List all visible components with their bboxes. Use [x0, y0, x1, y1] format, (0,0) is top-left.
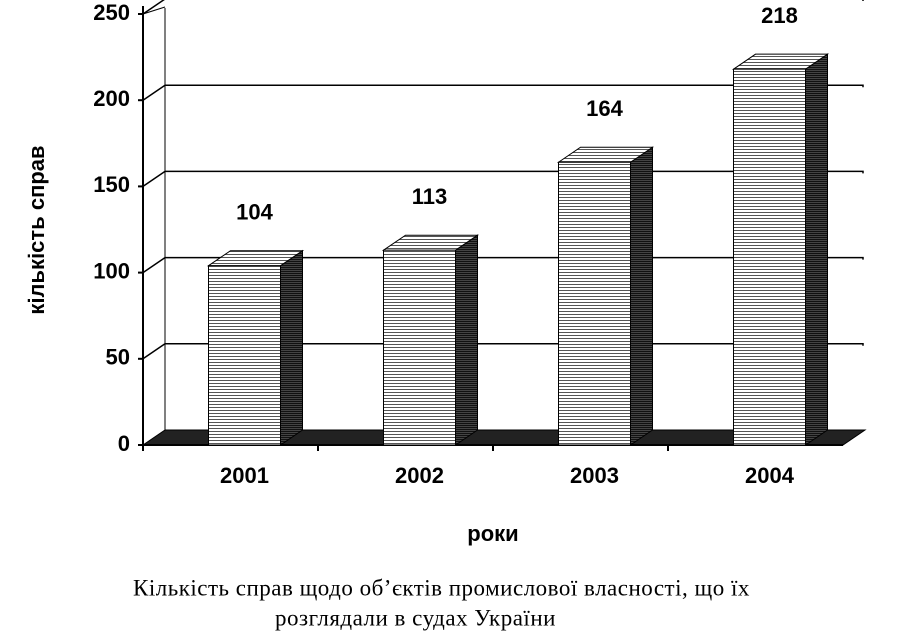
- bar-side: [455, 234, 478, 446]
- bar-side: [280, 249, 303, 446]
- bar-side: [630, 146, 653, 446]
- bar: [558, 161, 631, 446]
- x-tick-label: 2004: [745, 463, 795, 488]
- grid-line: [142, 0, 864, 15]
- data-label: 218: [761, 3, 798, 28]
- bar: [208, 265, 281, 446]
- grid-line: [142, 256, 864, 274]
- grid-line: [142, 343, 864, 360]
- y-tick-label: 100: [93, 258, 130, 283]
- x-tick-label: 2003: [570, 463, 619, 488]
- bar: [383, 249, 456, 446]
- y-tick-label: 200: [93, 86, 130, 111]
- y-tick-label: 0: [118, 431, 130, 456]
- grid-line: [142, 84, 864, 101]
- bar-side: [805, 53, 828, 446]
- caption: Кількість справ щодо об’єктів промислово…: [133, 575, 750, 600]
- x-tick-label: 2002: [395, 463, 444, 488]
- y-tick-label: 250: [93, 0, 130, 25]
- y-axis-label: кількість справ: [24, 145, 49, 314]
- y-tick-label: 50: [106, 345, 130, 370]
- data-label: 104: [236, 200, 273, 225]
- data-label: 164: [586, 96, 623, 121]
- back-wall: [142, 6, 166, 15]
- bar: [733, 68, 806, 446]
- caption: розглядали в судах України: [275, 605, 556, 630]
- y-tick-label: 150: [93, 172, 130, 197]
- grid-line: [142, 170, 864, 188]
- x-tick-label: 2001: [220, 463, 269, 488]
- data-label: 113: [412, 184, 448, 209]
- x-axis-label: роки: [467, 521, 518, 546]
